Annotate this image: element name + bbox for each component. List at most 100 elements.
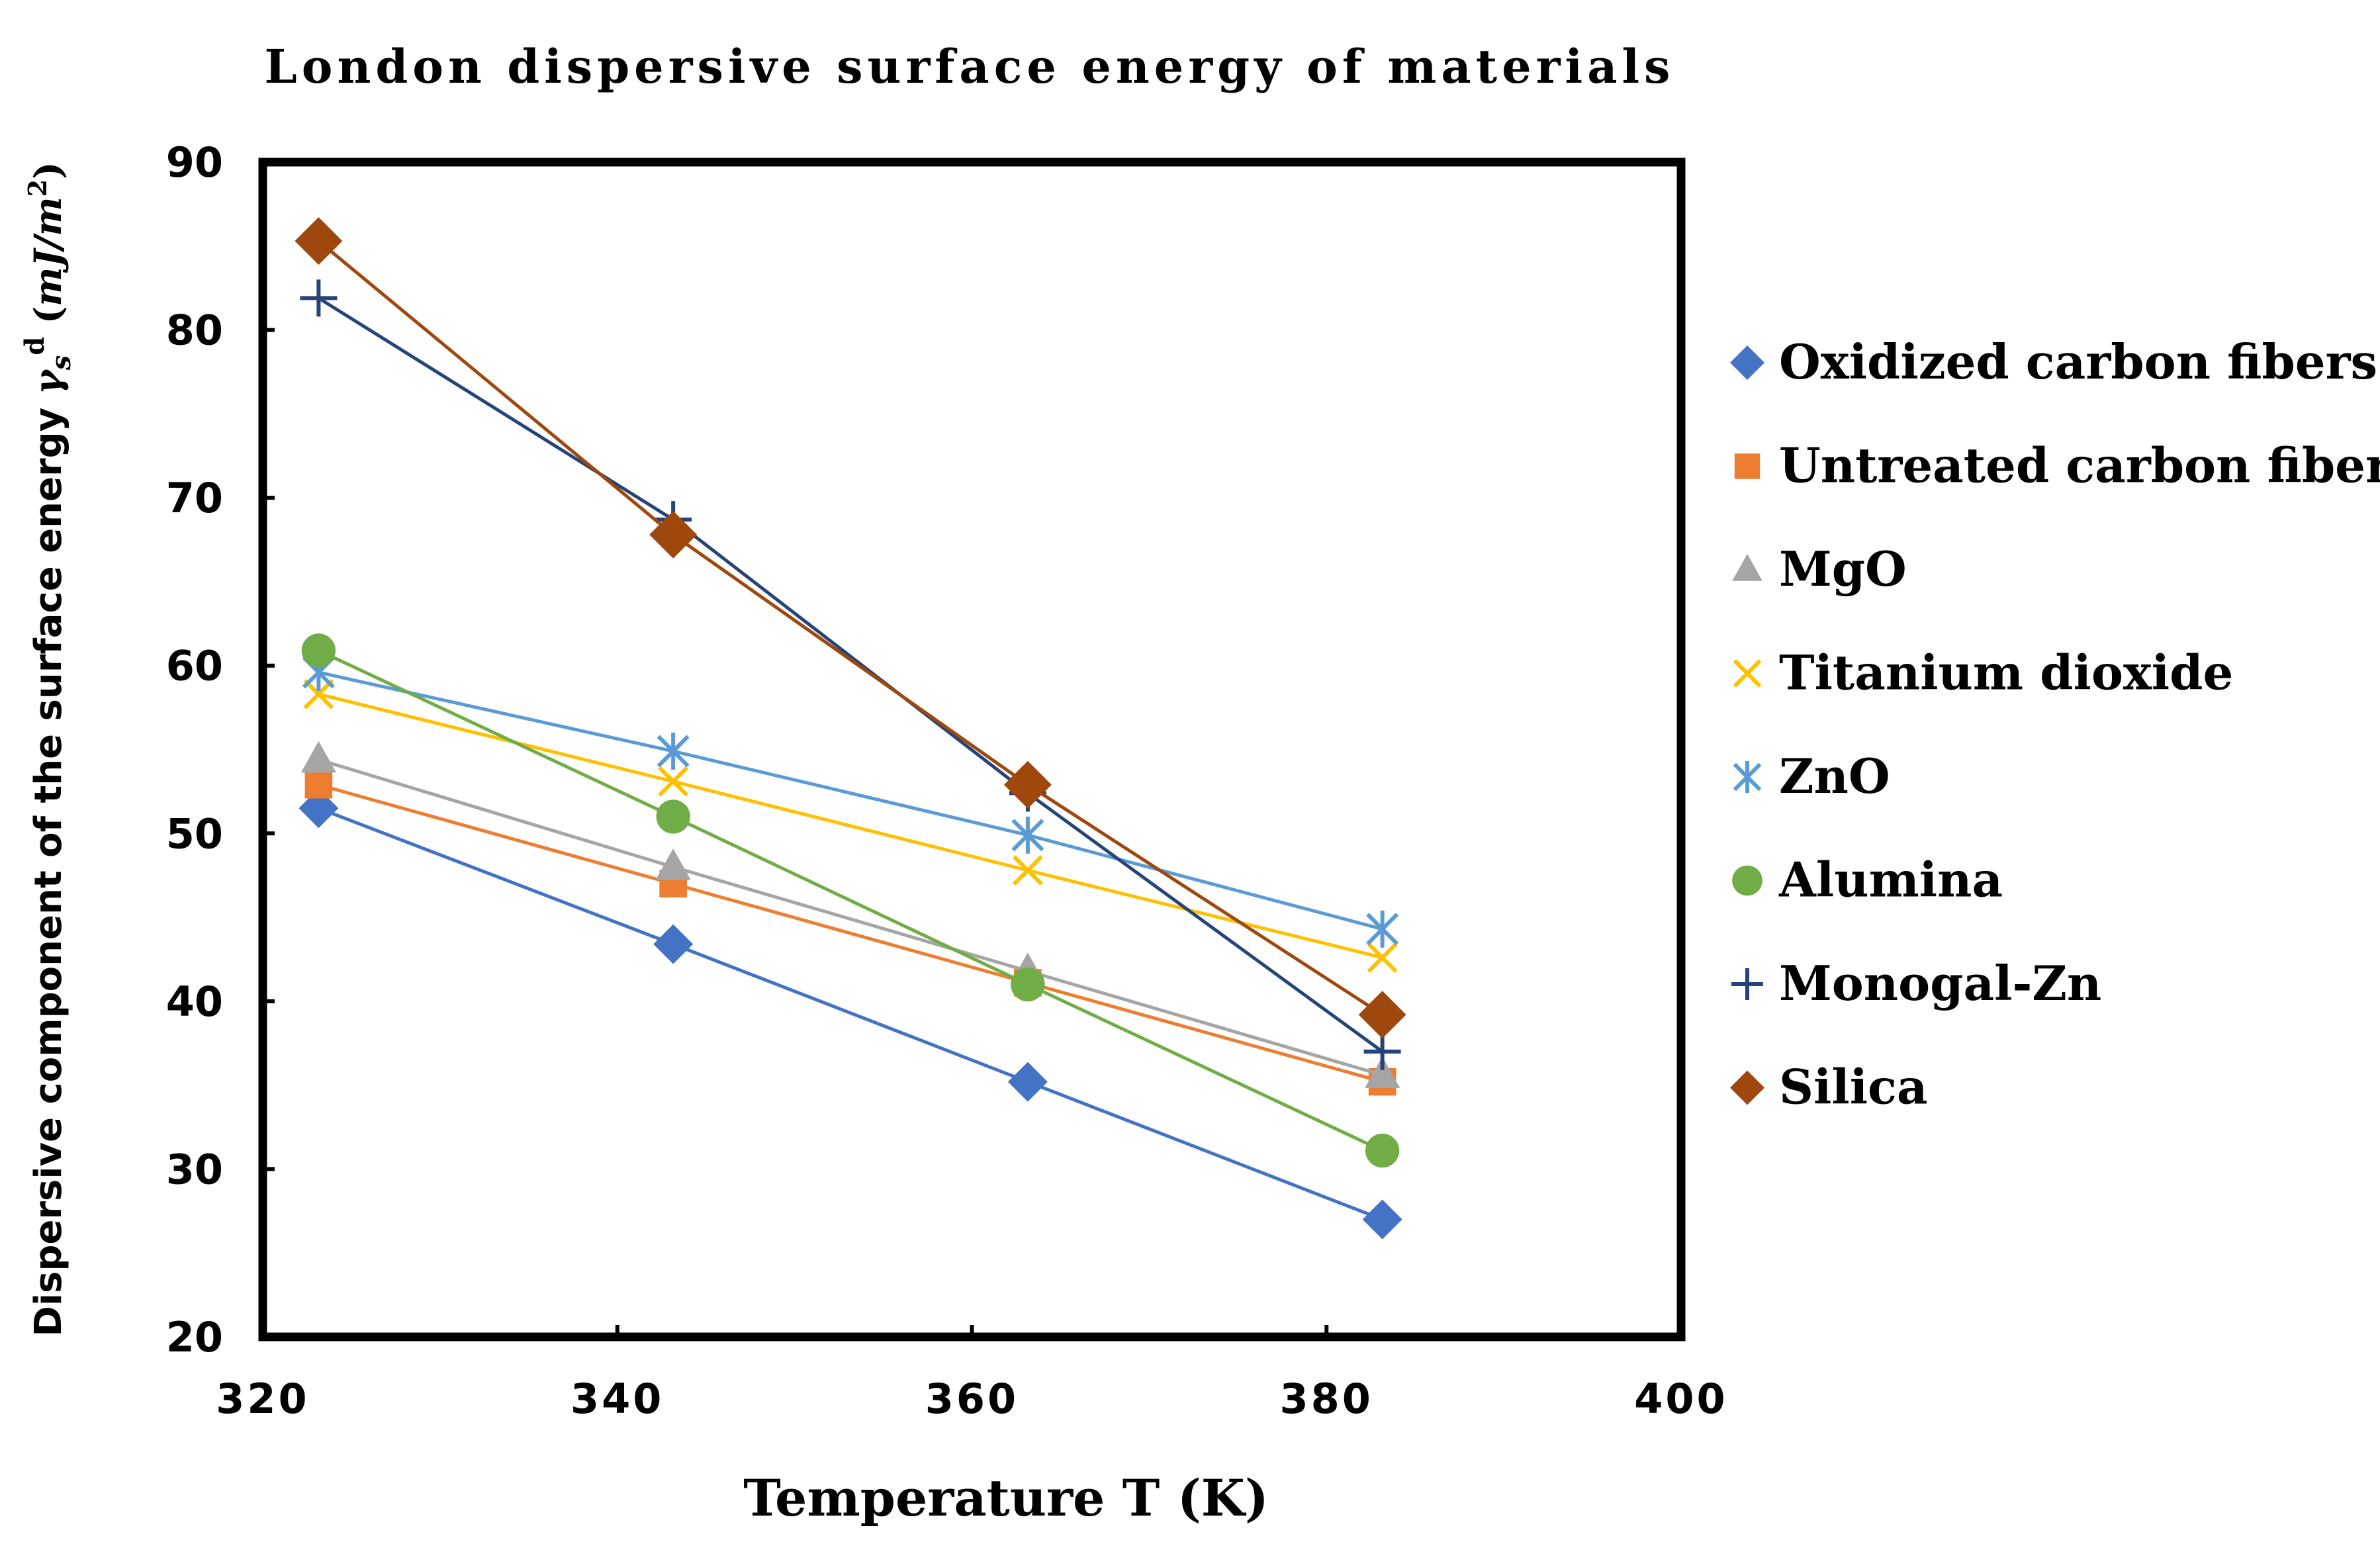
legend-item: Monogal-Zn <box>1731 955 2101 1011</box>
data-point <box>649 510 698 559</box>
legend-label: Alumina <box>1778 852 2003 908</box>
y-axis-tick-labels: 20 30 40 50 60 70 80 90 <box>166 138 223 1361</box>
y-axis-label-superscript: d <box>19 337 50 355</box>
marker-shape <box>1730 1070 1764 1105</box>
data-point <box>1365 1056 1400 1089</box>
data-point <box>1011 967 1045 1002</box>
marker-shape <box>1011 816 1044 854</box>
series-line <box>318 670 1383 931</box>
marker-shape <box>1731 968 1763 1000</box>
data-point <box>655 848 691 880</box>
data-point <box>300 279 338 317</box>
marker-shape <box>300 741 336 773</box>
y-tick-label: 20 <box>166 1313 223 1361</box>
y-axis-label-subscript: s <box>46 355 77 371</box>
legend-item: Alumina <box>1732 852 2003 908</box>
series-silica <box>295 217 1406 1039</box>
legend-label: Titanium dioxide <box>1779 645 2233 701</box>
y-tick-label: 90 <box>166 138 223 187</box>
marker-shape <box>303 678 334 709</box>
legend-marker <box>1733 659 1762 688</box>
legend-label: ZnO <box>1779 748 1890 804</box>
marker-shape <box>1358 991 1406 1039</box>
marker-shape <box>657 733 690 770</box>
data-point <box>300 741 336 773</box>
series-zno <box>302 653 1399 948</box>
series-line <box>318 692 1383 960</box>
series-line <box>318 783 1383 1083</box>
y-tick-label: 60 <box>166 642 223 690</box>
marker-shape <box>295 217 343 265</box>
marker-shape <box>1365 1056 1400 1089</box>
marker-shape <box>656 799 690 834</box>
data-point <box>1011 816 1044 854</box>
y-tick-label: 30 <box>166 1145 223 1193</box>
x-tick-label: 400 <box>1634 1375 1727 1423</box>
legend-marker <box>1733 761 1762 793</box>
data-point <box>304 770 333 799</box>
marker-shape <box>304 770 333 799</box>
y-axis-label-main: Dispersive component of the surface ener… <box>27 394 70 1336</box>
legend-item: Oxidized carbon fibers <box>1730 334 2377 390</box>
legend-marker <box>1732 554 1762 581</box>
data-point <box>1367 942 1398 973</box>
y-axis-label-unit-mj: mJ <box>26 248 70 306</box>
marker-shape <box>1730 345 1764 380</box>
marker-shape <box>1365 1133 1400 1168</box>
data-point <box>1358 991 1406 1039</box>
marker-shape <box>1007 1062 1048 1102</box>
x-tick-label: 320 <box>216 1375 309 1423</box>
y-axis-label-unit-close: ) <box>26 161 70 179</box>
series-titanium-dioxide <box>303 678 1398 973</box>
legend-item: MgO <box>1732 541 1907 597</box>
legend-label: Untreated carbon fibers <box>1779 437 2380 494</box>
data-point <box>1365 1133 1400 1168</box>
legend-item: Titanium dioxide <box>1733 645 2233 701</box>
y-axis-label-symbol: γ <box>26 368 70 394</box>
axis-ticks <box>263 328 1329 1337</box>
series-line <box>318 296 1384 1053</box>
x-axis-label: Temperature T (K) <box>743 1469 1269 1527</box>
y-tick-label: 80 <box>166 306 223 355</box>
data-point <box>1003 760 1052 809</box>
legend: Oxidized carbon fibers Untreated carbon f… <box>1730 334 2380 1115</box>
y-axis-label-unit-exponent: 2 <box>23 179 52 197</box>
y-tick-label: 50 <box>166 809 223 858</box>
chart-title: London dispersive surface energy of mate… <box>265 39 1675 94</box>
legend-item: Untreated carbon fibers <box>1734 437 2380 494</box>
marker-shape <box>1732 865 1762 896</box>
marker-shape <box>658 766 689 797</box>
legend-item: ZnO <box>1733 748 1890 804</box>
marker-shape <box>1732 554 1762 581</box>
y-axis-label-unit-open: ( <box>26 306 70 337</box>
legend-marker <box>1734 453 1761 479</box>
legend-marker <box>1731 968 1763 1000</box>
legend-marker <box>1732 865 1762 896</box>
marker-shape <box>301 633 336 668</box>
legend-marker <box>1730 1070 1764 1105</box>
marker-shape <box>1367 942 1398 973</box>
data-point <box>657 733 690 770</box>
marker-shape <box>1011 967 1045 1002</box>
legend-label: MgO <box>1779 541 1907 597</box>
x-tick-label: 360 <box>925 1375 1019 1423</box>
data-point <box>1007 1062 1048 1102</box>
marker-shape <box>1734 453 1761 479</box>
marker-shape <box>300 279 338 317</box>
legend-label: Monogal-Zn <box>1779 955 2101 1011</box>
marker-shape <box>1733 761 1762 793</box>
data-point <box>653 924 694 964</box>
marker-shape <box>649 510 698 559</box>
y-tick-label: 70 <box>166 474 223 522</box>
y-axis-label-unit-m: m <box>26 197 70 236</box>
data-point <box>656 799 690 834</box>
data-point <box>1363 1032 1401 1070</box>
x-tick-label: 340 <box>571 1375 664 1423</box>
marker-shape <box>1363 1032 1401 1070</box>
legend-item: Silica <box>1730 1059 1928 1115</box>
data-point <box>1362 1199 1402 1240</box>
legend-marker <box>1730 345 1764 380</box>
data-point <box>295 217 343 265</box>
marker-shape <box>653 924 694 964</box>
marker-shape <box>1733 659 1762 688</box>
